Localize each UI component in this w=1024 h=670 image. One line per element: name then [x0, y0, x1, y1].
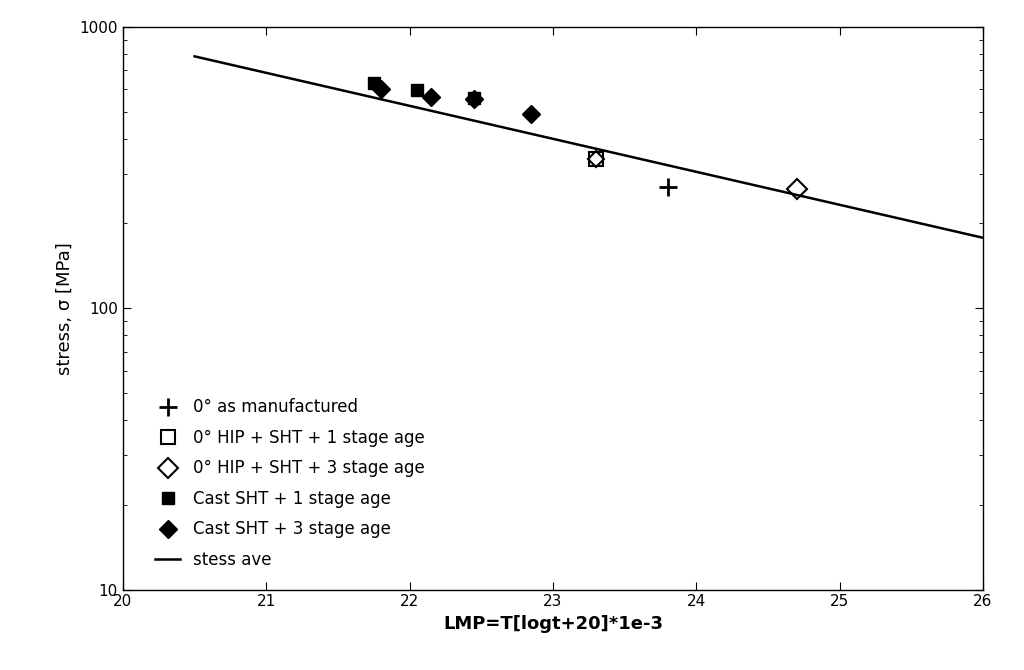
X-axis label: LMP=T[logt+20]*1e-3: LMP=T[logt+20]*1e-3 — [443, 615, 663, 633]
Legend: 0° as manufactured, 0° HIP + SHT + 1 stage age, 0° HIP + SHT + 3 stage age, Cast: 0° as manufactured, 0° HIP + SHT + 1 sta… — [148, 392, 432, 576]
Y-axis label: stress, σ [MPa]: stress, σ [MPa] — [56, 242, 74, 375]
